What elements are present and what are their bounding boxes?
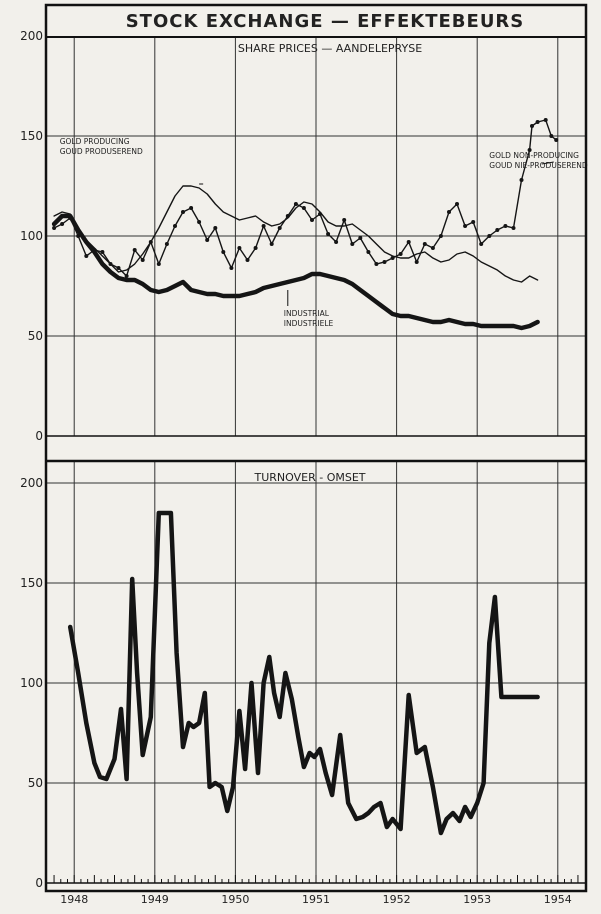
grid (46, 37, 586, 884)
data-point (487, 234, 492, 238)
y-tick-label: 200 (20, 476, 43, 490)
data-point (108, 262, 113, 266)
data-point (374, 262, 379, 266)
data-point (527, 148, 532, 152)
data-point (261, 224, 266, 228)
data-point (213, 226, 218, 230)
data-point (181, 210, 185, 214)
y-tick-label: 50 (28, 776, 43, 790)
data-point (430, 246, 435, 250)
series-label: GOLD NON-PRODUCING (489, 151, 579, 160)
y-tick-label: 0 (35, 876, 43, 890)
data-point (173, 224, 177, 228)
x-tick-label: 1951 (302, 893, 330, 906)
annotation-arrow (541, 161, 554, 165)
x-tick-label: 1950 (221, 893, 249, 906)
data-point (221, 250, 226, 254)
y-tick-label: 50 (28, 329, 43, 343)
data-point (100, 250, 105, 254)
series-label: GOUD NIE-PRODUSEREND (489, 161, 588, 170)
y-tick-label: 0 (35, 429, 43, 443)
data-point (447, 210, 451, 214)
data-point (390, 256, 395, 260)
y-tick-label: 100 (20, 229, 43, 243)
y-tick-label: 150 (20, 129, 43, 143)
data-point (455, 202, 459, 206)
data-point (245, 258, 250, 262)
data-point (60, 222, 65, 226)
data-point (197, 220, 202, 224)
data-point (463, 224, 468, 228)
x-tick-label: 1952 (383, 893, 411, 906)
data-point (237, 246, 242, 250)
data-point (140, 258, 145, 262)
chart-title: STOCK EXCHANGE — EFFEKTEBEURS (126, 11, 525, 32)
data-point (495, 228, 500, 232)
data-point (164, 242, 169, 246)
data-point (406, 240, 411, 244)
data-point (293, 202, 298, 206)
data-point (189, 206, 194, 210)
data-point (398, 252, 403, 256)
x-tick-label: 1948 (60, 893, 88, 906)
data-point (269, 242, 274, 246)
share-prices-title: SHARE PRICES — AANDELEPRYSE (238, 42, 422, 55)
data-point (116, 266, 121, 270)
data-point (511, 226, 516, 230)
data-point (285, 214, 290, 218)
series-label: GOUD PRODUSEREND (60, 147, 143, 156)
series-label: GOLD PRODUCING (60, 137, 130, 146)
data-lines (51, 118, 559, 836)
outer-frame (44, 3, 588, 893)
data-point (277, 226, 282, 230)
data-point (414, 260, 419, 264)
y-tick-label: 100 (20, 676, 43, 690)
data-point (479, 242, 484, 246)
turnover-title: TURNOVER - OMSET (254, 471, 366, 484)
data-point (84, 254, 89, 258)
x-tick-label: 1953 (463, 893, 491, 906)
data-point (148, 240, 153, 244)
data-point (124, 274, 129, 278)
data-point (310, 218, 314, 222)
data-point (519, 178, 524, 182)
data-point (156, 262, 161, 266)
y-tick-label: 200 (20, 29, 43, 43)
data-point (318, 212, 322, 216)
data-point (535, 120, 540, 124)
series-label: INDUSTRIELE (284, 319, 334, 328)
data-point (334, 240, 339, 244)
data-point (253, 246, 258, 250)
data-point (543, 118, 548, 122)
data-point (229, 266, 234, 270)
labels: STOCK EXCHANGE — EFFEKTEBEURS SHARE PRIC… (20, 11, 588, 906)
data-point (530, 124, 534, 128)
data-point (52, 226, 57, 230)
series-line-0-0 (53, 185, 539, 283)
data-point (132, 248, 137, 252)
data-point (342, 218, 347, 222)
data-point (471, 220, 476, 224)
data-point (422, 242, 427, 246)
y-tick-label: 150 (20, 576, 43, 590)
data-point (503, 224, 508, 228)
series-label: INDUSTRIAL (284, 309, 330, 318)
data-point (382, 260, 387, 264)
data-point (350, 242, 355, 246)
data-point (326, 232, 331, 236)
series-line-0-2 (51, 213, 540, 331)
x-tick-label: 1954 (544, 893, 572, 906)
data-point (366, 250, 371, 254)
data-point (205, 238, 210, 242)
x-tick-label: 1949 (141, 893, 169, 906)
data-point (549, 134, 554, 138)
data-point (358, 236, 363, 240)
data-point (438, 234, 443, 238)
data-point (554, 138, 559, 142)
data-point (301, 206, 306, 210)
series-line-1-0 (67, 510, 540, 836)
